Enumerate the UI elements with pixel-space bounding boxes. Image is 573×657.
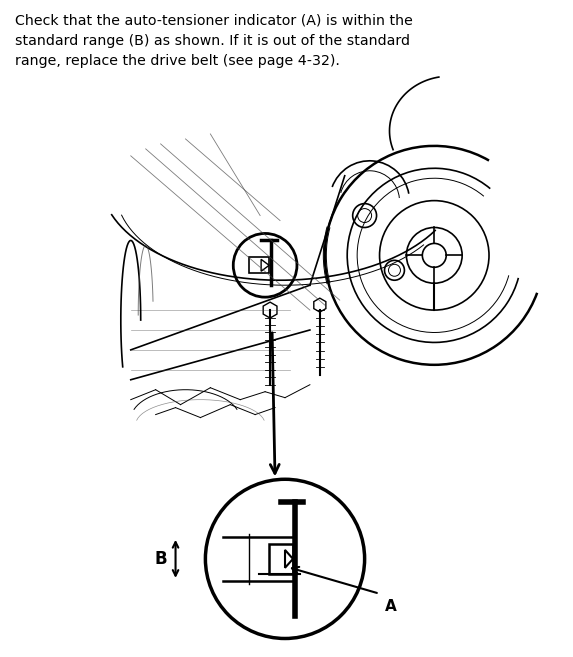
Polygon shape <box>314 298 326 312</box>
Polygon shape <box>263 302 277 318</box>
Polygon shape <box>261 260 269 271</box>
Bar <box>249 258 269 273</box>
Text: B: B <box>155 550 167 568</box>
Bar <box>269 544 293 574</box>
Circle shape <box>422 243 446 267</box>
Polygon shape <box>285 550 293 568</box>
Text: Check that the auto-tensioner indicator (A) is within the
standard range (B) as : Check that the auto-tensioner indicator … <box>15 14 413 68</box>
Text: A: A <box>384 599 397 614</box>
